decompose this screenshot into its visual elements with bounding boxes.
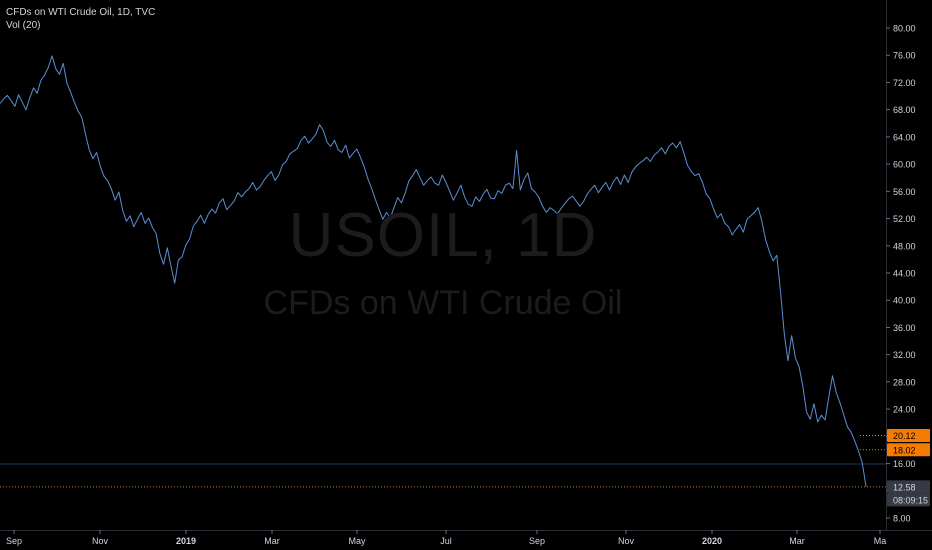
y-tick-label: 28.00 [893, 377, 916, 387]
countdown-tag: 08:09:15 [887, 493, 930, 507]
y-tick-label: 8.00 [893, 514, 911, 524]
y-tick-label: 40.00 [893, 296, 916, 306]
last-price-tag-text: 12.58 [893, 482, 916, 492]
y-tick-label: 68.00 [893, 105, 916, 115]
x-tick-label: May [348, 536, 366, 546]
y-tick-label: 52.00 [893, 214, 916, 224]
price-tag-20: 20.12 [887, 429, 930, 443]
price-tag-18: 18.02 [887, 443, 930, 457]
y-tick-label: 36.00 [893, 323, 916, 333]
x-tick-label: Jul [440, 536, 452, 546]
price-tag-18-bg [887, 443, 930, 457]
x-tick-label: Ma [874, 536, 887, 546]
last-price-tag: 12.58 [887, 480, 930, 494]
x-tick-label: Nov [618, 536, 635, 546]
x-tick-label: Mar [264, 536, 280, 546]
countdown-tag-text: 08:09:15 [893, 495, 928, 505]
price-tags: 20.12 18.02 12.58 08:09:15 [887, 429, 930, 507]
y-tick-label: 80.00 [893, 24, 916, 34]
symbol-title[interactable]: CFDs on WTI Crude Oil, 1D, TVC [6, 7, 156, 18]
watermark-ticker: USOIL, 1D [288, 201, 598, 270]
chart-legend: CFDs on WTI Crude Oil, 1D, TVC Vol (20) [6, 6, 155, 32]
y-tick-label: 24.00 [893, 405, 916, 415]
x-tick-label: Sep [6, 536, 22, 546]
time-axis[interactable]: Sep Nov 2019 Mar May Jul Sep Nov 2020 Mar Ma [6, 530, 886, 546]
x-tick-label: 2019 [176, 536, 196, 546]
watermark-name: CFDs on WTI Crude Oil [263, 284, 623, 322]
y-tick-label: 64.00 [893, 132, 916, 142]
y-tick-label: 44.00 [893, 269, 916, 279]
y-tick-label: 16.00 [893, 459, 916, 469]
volume-indicator-label[interactable]: Vol (20) [6, 20, 41, 31]
y-tick-label: 72.00 [893, 78, 916, 88]
x-tick-label: Sep [529, 536, 545, 546]
price-tag-20-text: 20.12 [893, 431, 916, 441]
price-tag-18-text: 18.02 [893, 445, 916, 455]
x-tick-label: Mar [789, 536, 805, 546]
countdown-tag-bg [887, 493, 930, 507]
x-tick-label: 2020 [702, 536, 722, 546]
y-tick-label: 56.00 [893, 187, 916, 197]
series-layer [0, 55, 867, 487]
y-tick-label: 32.00 [893, 350, 916, 360]
y-tick-label: 76.00 [893, 51, 916, 61]
y-tick-label: 60.00 [893, 160, 916, 170]
x-tick-label: Nov [92, 536, 109, 546]
price-tag-20-bg [887, 429, 930, 443]
price-line-series [0, 55, 867, 487]
last-price-tag-bg [887, 480, 930, 494]
reference-lines [0, 435, 886, 488]
y-tick-label: 48.00 [893, 241, 916, 251]
